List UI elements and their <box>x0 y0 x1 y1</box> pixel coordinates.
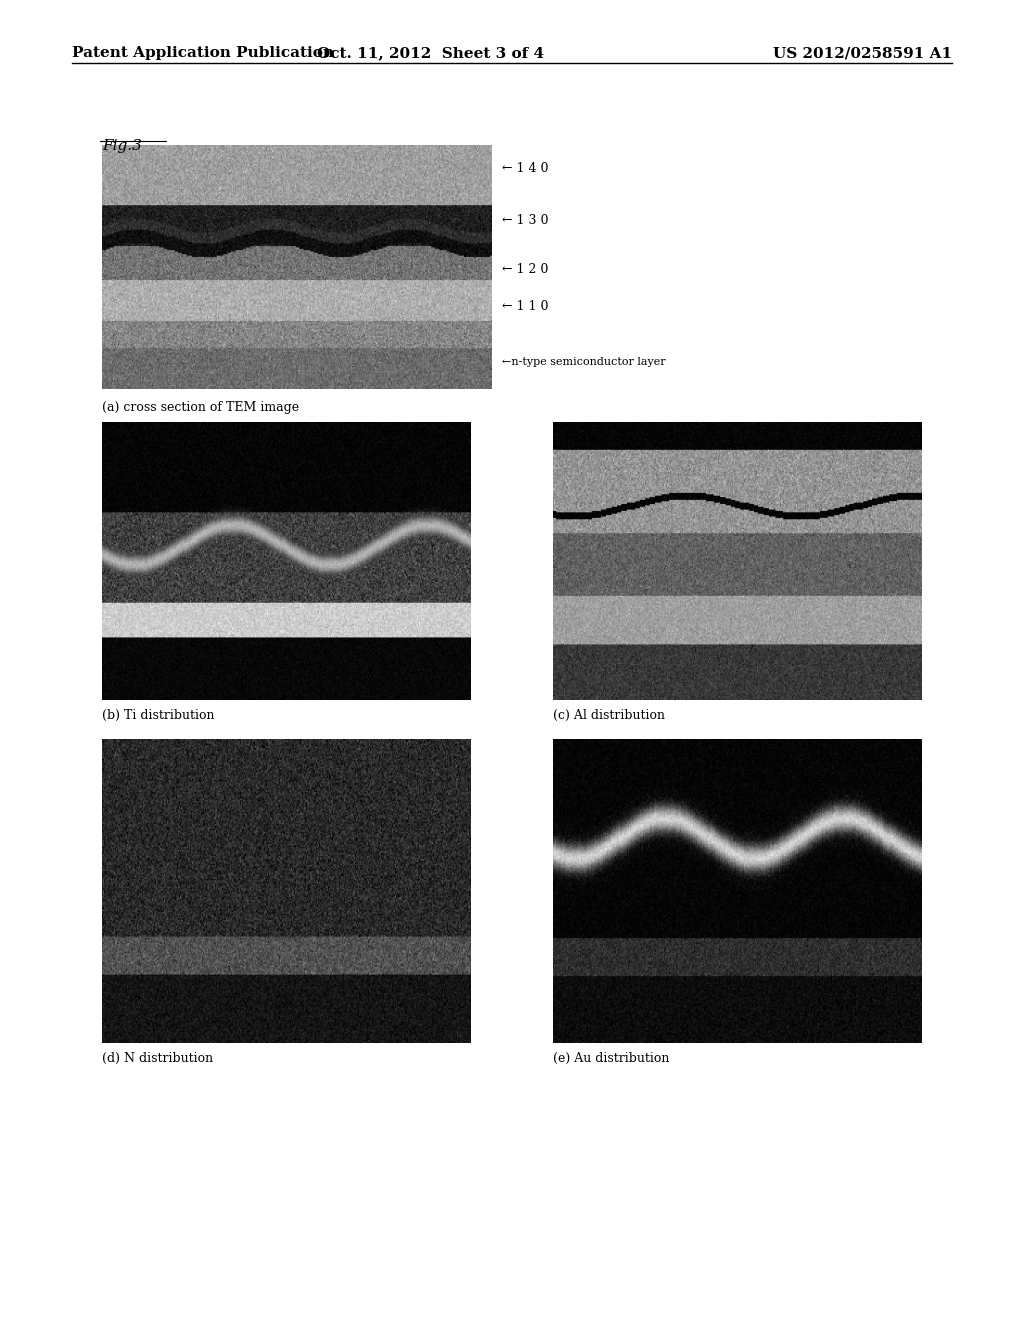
Text: US 2012/0258591 A1: US 2012/0258591 A1 <box>773 46 952 61</box>
Text: (b) Ti distribution: (b) Ti distribution <box>102 709 215 722</box>
Text: ←n-type semiconductor layer: ←n-type semiconductor layer <box>502 356 666 367</box>
Text: (d) N distribution: (d) N distribution <box>102 1052 214 1065</box>
Text: ← 1 2 0: ← 1 2 0 <box>502 263 548 276</box>
Text: Oct. 11, 2012  Sheet 3 of 4: Oct. 11, 2012 Sheet 3 of 4 <box>316 46 544 61</box>
Text: ← 1 1 0: ← 1 1 0 <box>502 300 548 313</box>
Text: (c) Al distribution: (c) Al distribution <box>553 709 665 722</box>
Text: (a) cross section of TEM image: (a) cross section of TEM image <box>102 401 300 414</box>
Text: Fig.3: Fig.3 <box>102 139 142 153</box>
Text: ← 1 4 0: ← 1 4 0 <box>502 162 548 176</box>
Text: ← 1 3 0: ← 1 3 0 <box>502 214 548 227</box>
Text: (e) Au distribution: (e) Au distribution <box>553 1052 670 1065</box>
Text: Patent Application Publication: Patent Application Publication <box>72 46 334 61</box>
